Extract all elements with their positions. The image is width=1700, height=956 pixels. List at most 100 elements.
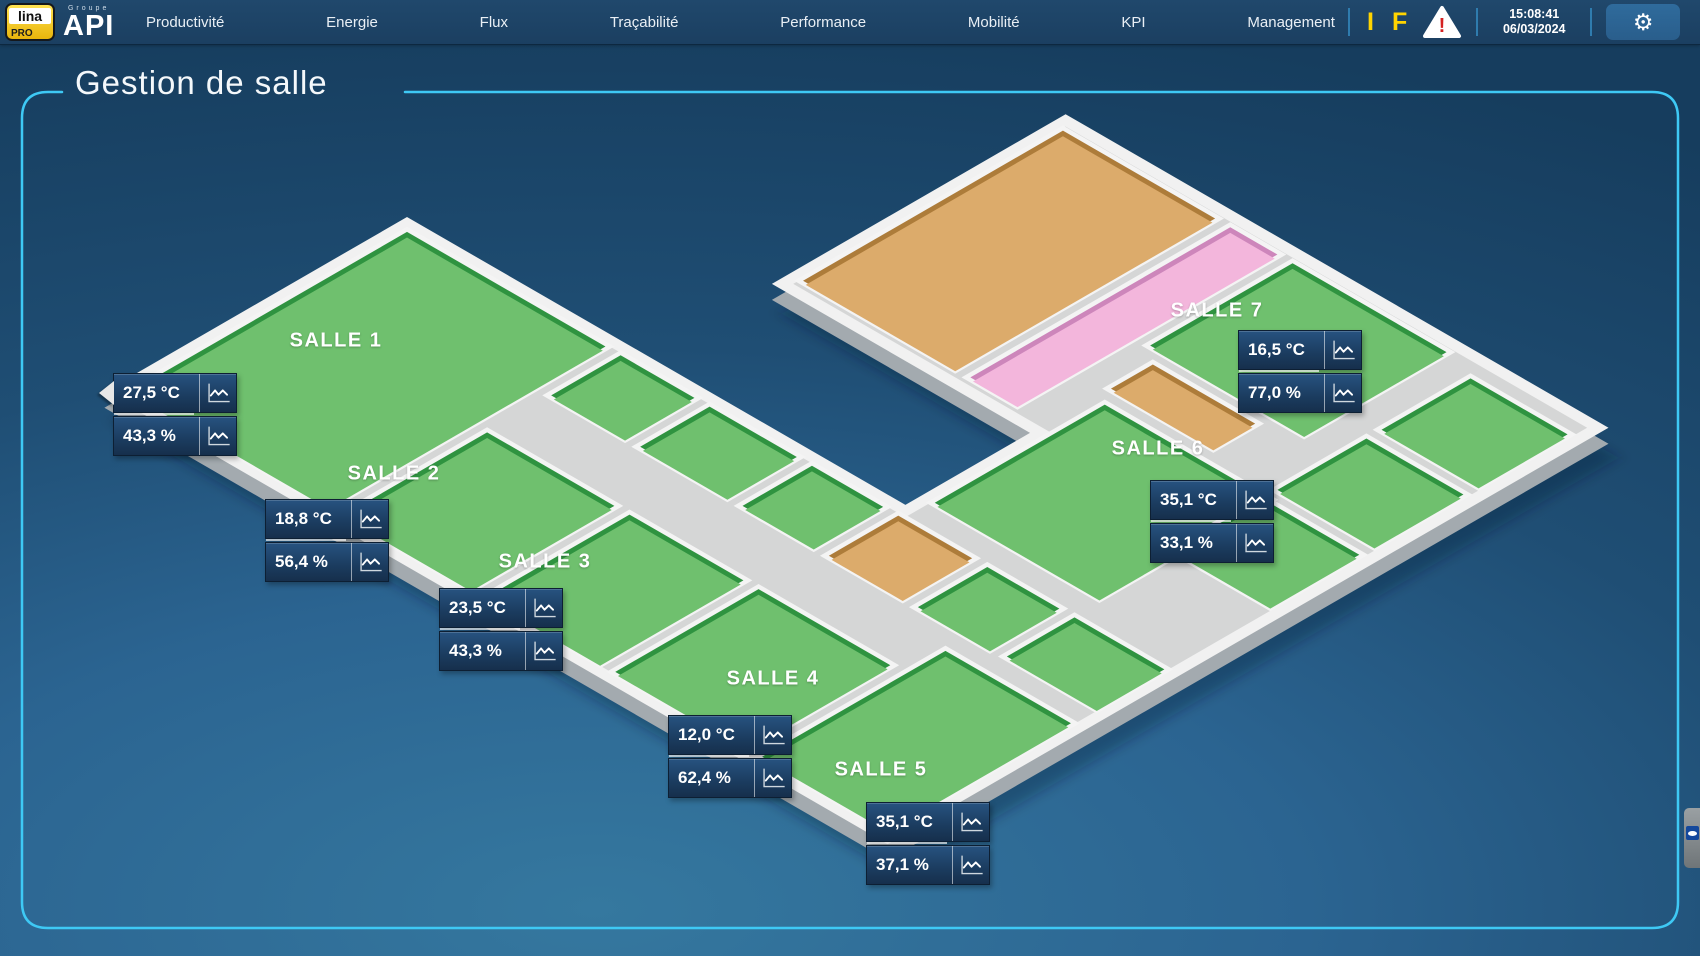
trend-chart-button[interactable] xyxy=(199,417,236,455)
line-chart-icon xyxy=(1332,340,1355,360)
line-chart-icon xyxy=(762,768,785,788)
menu-item-management[interactable]: Management xyxy=(1247,13,1335,31)
humidity-value: 77,0 % xyxy=(1248,383,1301,402)
trend-chart-button[interactable] xyxy=(1324,331,1361,369)
temperature-value: 23,5 °C xyxy=(449,598,506,617)
trend-chart-button[interactable] xyxy=(351,500,388,538)
remote-access-icon xyxy=(1685,826,1699,840)
humidity-value: 37,1 % xyxy=(876,855,929,874)
line-chart-icon xyxy=(533,598,556,618)
menu-item-mobilité[interactable]: Mobilité xyxy=(967,13,1020,31)
remote-access-tab[interactable] xyxy=(1684,808,1700,868)
card-divider xyxy=(440,628,520,630)
trend-chart-button[interactable] xyxy=(1236,524,1273,562)
trend-chart-button[interactable] xyxy=(525,589,562,627)
humidity-card[interactable]: 62,4 % xyxy=(668,758,792,798)
humidity-card[interactable]: 37,1 % xyxy=(866,845,990,885)
logo-api-text: API xyxy=(63,9,115,42)
logo-lina-text: lina xyxy=(9,8,51,24)
menu-item-flux[interactable]: Flux xyxy=(479,13,509,31)
card-pointer-arrow xyxy=(99,381,114,405)
menu-item-performance[interactable]: Performance xyxy=(780,13,867,31)
room-label: SALLE 2 xyxy=(347,462,441,485)
temperature-card[interactable]: 35,1 °C xyxy=(1150,480,1274,522)
temperature-value: 12,0 °C xyxy=(678,725,735,744)
menu-item-kpi[interactable]: KPI xyxy=(1121,13,1146,31)
line-chart-icon xyxy=(207,383,230,403)
card-divider xyxy=(1239,370,1319,372)
line-chart-icon xyxy=(1244,490,1267,510)
trend-chart-button[interactable] xyxy=(952,846,989,884)
temperature-card[interactable]: 12,0 °C xyxy=(668,715,792,757)
topbar: lina PRO Groupe API Productivité Energie… xyxy=(0,0,1700,44)
line-chart-icon xyxy=(359,552,382,572)
temperature-value: 27,5 °C xyxy=(123,383,180,402)
temperature-value: 35,1 °C xyxy=(1160,490,1217,509)
menu-item-traçabilité[interactable]: Traçabilité xyxy=(609,13,679,31)
indicator-i[interactable]: I xyxy=(1367,8,1374,36)
humidity-value: 56,4 % xyxy=(275,552,328,571)
room-label: SALLE 6 xyxy=(1111,437,1205,460)
temperature-card[interactable]: 35,1 °C xyxy=(866,802,990,844)
room-label: SALLE 5 xyxy=(834,758,928,781)
humidity-value: 33,1 % xyxy=(1160,533,1213,552)
indicator-f[interactable]: F xyxy=(1391,8,1408,36)
card-divider xyxy=(867,842,947,844)
trend-chart-button[interactable] xyxy=(199,374,236,412)
humidity-card[interactable]: 43,3 % xyxy=(439,631,563,671)
trend-chart-button[interactable] xyxy=(525,632,562,670)
temperature-value: 18,8 °C xyxy=(275,509,332,528)
temperature-value: 16,5 °C xyxy=(1248,340,1305,359)
trend-chart-button[interactable] xyxy=(952,803,989,841)
room-label: SALLE 7 xyxy=(1170,299,1264,322)
room-label: SALLE 3 xyxy=(498,550,592,573)
line-chart-icon xyxy=(533,641,556,661)
humidity-value: 43,3 % xyxy=(123,426,176,445)
card-divider xyxy=(669,755,749,757)
temperature-card[interactable]: 16,5 °C xyxy=(1238,330,1362,372)
clock: 15:08:41 06/03/2024 xyxy=(1486,7,1582,37)
card-divider xyxy=(1151,520,1231,522)
humidity-value: 62,4 % xyxy=(678,768,731,787)
card-divider xyxy=(266,539,346,541)
lina-pro-logo: lina PRO xyxy=(5,3,55,41)
logo-pro-text: PRO xyxy=(11,28,33,39)
trend-chart-button[interactable] xyxy=(1324,374,1361,412)
trend-chart-button[interactable] xyxy=(1236,481,1273,519)
menu-item-productivité[interactable]: Productivité xyxy=(146,13,225,31)
trend-chart-button[interactable] xyxy=(754,759,791,797)
separator xyxy=(1476,8,1479,36)
humidity-card[interactable]: 43,3 % xyxy=(113,416,237,456)
app-logo: lina PRO Groupe API xyxy=(0,0,114,44)
temperature-card[interactable]: 18,8 °C xyxy=(265,499,389,541)
line-chart-icon xyxy=(960,855,983,875)
separator xyxy=(1348,8,1350,36)
line-chart-icon xyxy=(1244,533,1267,553)
clock-time: 15:08:41 xyxy=(1509,7,1560,21)
humidity-card[interactable]: 33,1 % xyxy=(1150,523,1274,563)
separator xyxy=(1590,8,1593,36)
humidity-card[interactable]: 77,0 % xyxy=(1238,373,1362,413)
trend-chart-button[interactable] xyxy=(351,543,388,581)
clock-date: 06/03/2024 xyxy=(1502,22,1566,36)
temperature-card[interactable]: 23,5 °C xyxy=(439,588,563,630)
line-chart-icon xyxy=(960,812,983,832)
temperature-value: 35,1 °C xyxy=(876,812,933,831)
warning-triangle-icon[interactable]: ! xyxy=(1422,5,1462,39)
groupe-api-logo: Groupe API xyxy=(63,4,115,42)
line-chart-icon xyxy=(207,426,230,446)
humidity-value: 43,3 % xyxy=(449,641,502,660)
temperature-card[interactable]: 27,5 °C xyxy=(99,373,237,415)
menu-item-energie[interactable]: Energie xyxy=(326,13,378,31)
logo-groupe-text: Groupe xyxy=(67,4,110,12)
trend-chart-button[interactable] xyxy=(754,716,791,754)
card-divider xyxy=(114,413,194,415)
topbar-right: I F ! 15:08:41 06/03/2024 ⚙ xyxy=(1340,0,1700,44)
svg-text:!: ! xyxy=(1439,15,1446,37)
line-chart-icon xyxy=(762,725,785,745)
settings-button[interactable]: ⚙ xyxy=(1606,4,1681,40)
humidity-card[interactable]: 56,4 % xyxy=(265,542,389,582)
room-label: SALLE 1 xyxy=(289,329,383,352)
gear-icon: ⚙ xyxy=(1632,8,1654,35)
line-chart-icon xyxy=(1332,383,1355,403)
